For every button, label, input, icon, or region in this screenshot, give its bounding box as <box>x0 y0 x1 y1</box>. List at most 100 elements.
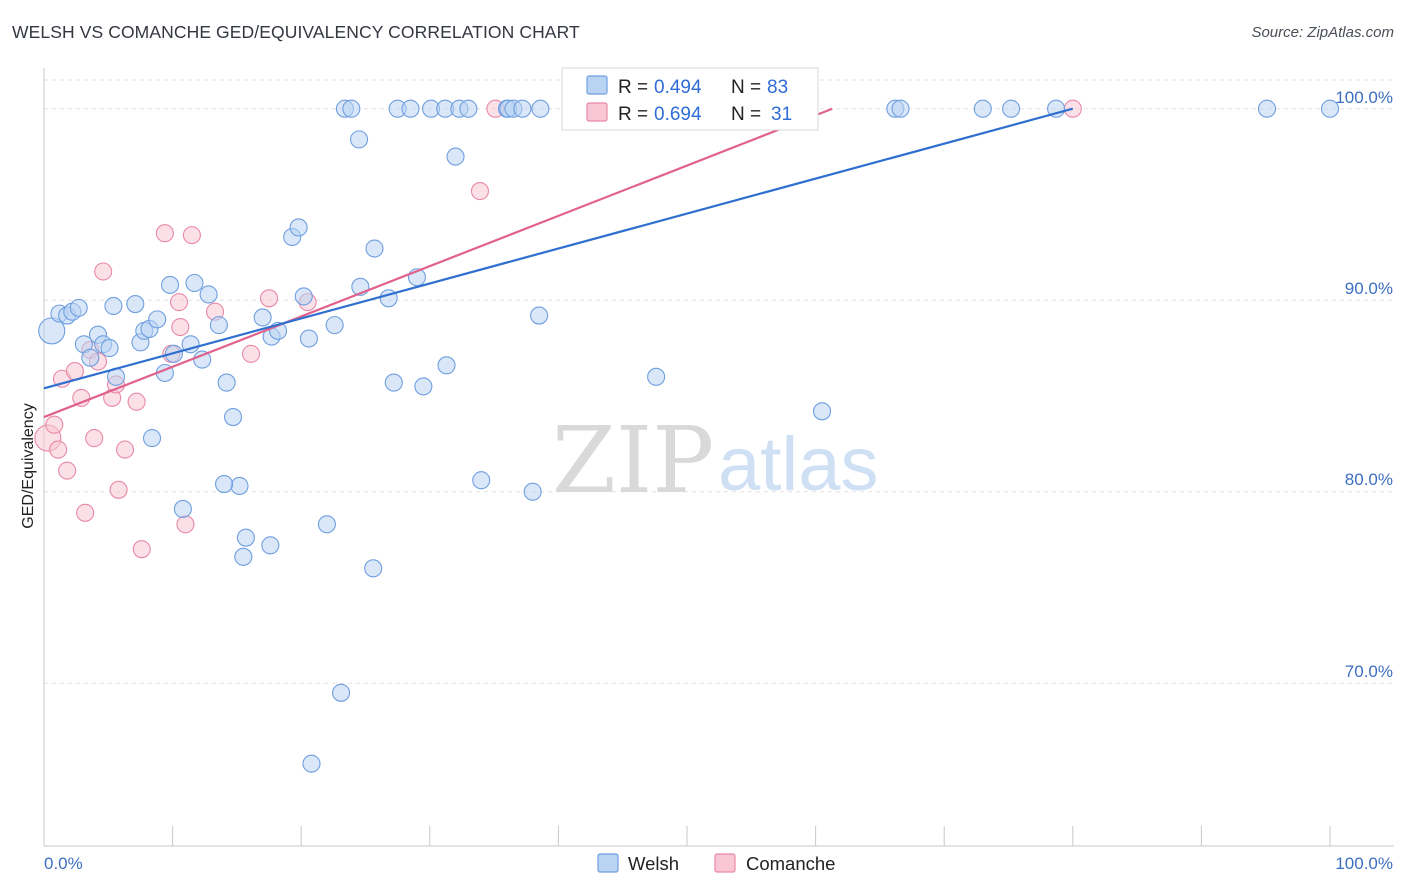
welsh-point <box>160 275 180 294</box>
comanche-point <box>132 540 151 559</box>
welsh-point <box>1320 99 1340 118</box>
welsh-point <box>223 407 243 427</box>
legend-welsh-r-value: 0.494 <box>654 77 702 98</box>
y-tick-label-70: 70.0% <box>1345 662 1393 681</box>
welsh-point <box>81 348 100 367</box>
welsh-point <box>185 273 204 293</box>
bottom-legend-swatch-comanche <box>714 853 736 873</box>
y-axis-label: GED/Equivalency <box>20 403 37 528</box>
watermark-atlas: atlas <box>718 422 879 507</box>
axes-layer <box>43 68 1394 847</box>
comanche-point <box>176 515 195 534</box>
y-tick-label-90: 90.0% <box>1345 279 1393 298</box>
legend-swatch-comanche <box>586 102 608 122</box>
comanche-point <box>182 226 201 245</box>
grid-layer <box>44 79 1394 684</box>
comanche-point <box>259 289 279 308</box>
legend-comanche-n-value: 31 <box>771 104 792 125</box>
welsh-point <box>350 130 369 149</box>
comanche-point <box>127 392 146 411</box>
welsh-point <box>332 683 351 702</box>
x-tick-label-min: 0.0% <box>44 854 83 873</box>
welsh-point <box>365 239 384 258</box>
chart-title: WELSH VS COMANCHE GED/EQUIVALENCY CORREL… <box>12 22 580 42</box>
welsh-point <box>100 339 119 358</box>
welsh-point <box>230 476 249 496</box>
welsh-point <box>523 482 542 501</box>
legend-welsh-r-label: R = <box>618 77 648 98</box>
legend-welsh-n-value: 83 <box>767 77 788 98</box>
welsh-point <box>530 306 549 325</box>
welsh-point <box>199 285 218 304</box>
welsh-point <box>253 308 272 327</box>
welsh-point <box>459 99 478 118</box>
legend-comanche-r-label: R = <box>618 104 648 125</box>
welsh-point <box>812 402 832 421</box>
welsh-point <box>891 99 910 118</box>
comanche-point <box>58 461 77 480</box>
comanche-trend-line <box>43 107 833 419</box>
bottom-legend-welsh: Welsh <box>628 853 679 874</box>
series-legend: Welsh Comanche <box>597 853 835 874</box>
comanche-point <box>470 182 490 201</box>
comanche-point <box>49 440 68 459</box>
stats-legend: R = 0.494 N = 83 R = 0.694 N = 31 <box>561 67 819 131</box>
welsh-point <box>142 429 162 448</box>
welsh-point <box>325 316 344 335</box>
comanche-point <box>169 293 189 312</box>
welsh-point <box>126 295 145 314</box>
watermark: ZIP atlas <box>552 407 879 514</box>
comanche-point <box>94 262 113 281</box>
welsh-point <box>234 547 253 566</box>
welsh-point <box>214 475 234 494</box>
comanche-points <box>34 99 1082 559</box>
comanche-point <box>85 429 104 448</box>
welsh-point <box>384 373 403 392</box>
welsh-point <box>173 499 192 519</box>
y-tick-label-100: 100.0% <box>1335 88 1393 107</box>
comanche-point <box>171 317 190 337</box>
welsh-point <box>973 99 992 118</box>
welsh-point <box>217 373 236 392</box>
welsh-point <box>364 559 383 578</box>
comanche-point <box>155 224 174 243</box>
bottom-legend-comanche: Comanche <box>746 853 835 874</box>
welsh-point <box>1257 99 1277 118</box>
legend-swatch-welsh <box>586 75 608 95</box>
welsh-point <box>317 515 336 534</box>
legend-comanche-n-label: N = <box>731 104 761 125</box>
comanche-point <box>115 440 135 459</box>
welsh-point <box>342 99 361 118</box>
trend-lines <box>43 107 1074 419</box>
welsh-point <box>414 377 433 396</box>
welsh-point <box>401 99 420 118</box>
y-tick-label-80: 80.0% <box>1345 470 1393 489</box>
comanche-point <box>241 344 261 363</box>
source-credit: Source: ZipAtlas.com <box>1251 24 1394 41</box>
comanche-point <box>76 503 95 522</box>
welsh-points <box>38 99 1340 773</box>
welsh-trend-line <box>43 107 1074 390</box>
welsh-point <box>531 99 550 118</box>
watermark-zip: ZIP <box>552 407 714 514</box>
welsh-point <box>236 528 255 547</box>
welsh-point <box>289 218 308 237</box>
legend-comanche-r-value: 0.694 <box>654 104 702 125</box>
legend-welsh-n-label: N = <box>731 77 761 98</box>
welsh-point <box>446 147 465 166</box>
welsh-point <box>299 329 318 348</box>
comanche-point <box>65 362 84 381</box>
welsh-point <box>1002 99 1021 118</box>
welsh-point <box>104 296 123 316</box>
welsh-point <box>148 310 167 329</box>
bottom-legend-swatch-welsh <box>597 853 619 873</box>
comanche-point <box>72 388 91 407</box>
welsh-point <box>302 754 321 773</box>
welsh-point <box>472 471 491 490</box>
welsh-point <box>437 356 456 375</box>
welsh-point <box>513 99 532 118</box>
welsh-point <box>294 287 313 306</box>
welsh-point <box>69 298 88 317</box>
comanche-point <box>45 415 64 434</box>
welsh-point <box>647 367 666 386</box>
